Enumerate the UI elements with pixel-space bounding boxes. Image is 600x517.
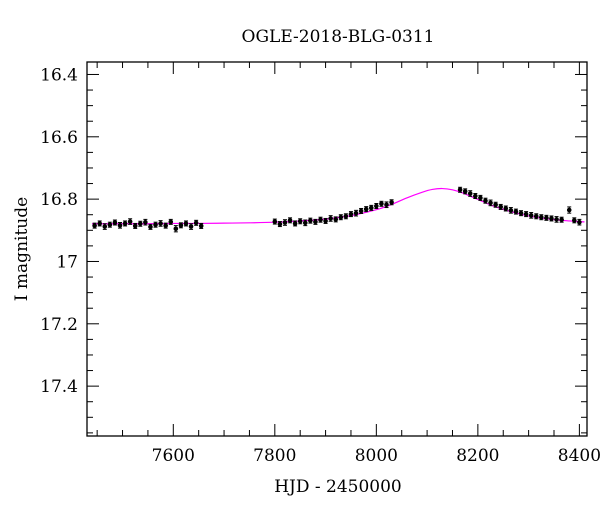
points-layer (92, 186, 582, 233)
data-point (518, 210, 524, 216)
data-point (467, 191, 473, 196)
data-point (368, 205, 374, 211)
data-point (277, 221, 283, 227)
data-point (323, 218, 328, 224)
data-point (178, 223, 184, 228)
data-point (287, 218, 293, 223)
data-point (457, 187, 463, 193)
model-layer (92, 187, 585, 225)
x-tick-label: 8200 (456, 446, 499, 466)
data-point (282, 220, 288, 225)
data-point (508, 208, 514, 213)
data-point (523, 211, 529, 217)
data-point (363, 206, 369, 212)
data-point (493, 202, 498, 208)
data-point (173, 226, 179, 232)
data-point (302, 220, 308, 226)
data-point (528, 213, 534, 218)
data-point (328, 216, 333, 221)
x-tick-label: 8000 (355, 446, 398, 466)
data-point (313, 219, 318, 225)
data-point (488, 200, 493, 206)
data-point (353, 210, 359, 216)
data-point (198, 223, 204, 229)
y-tick-label: 16.8 (40, 190, 78, 210)
y-tick-label: 17.4 (40, 377, 78, 397)
y-tick-label: 17 (56, 252, 78, 272)
data-point (533, 213, 539, 219)
data-point (473, 193, 478, 199)
x-axis-label: HJD - 2450000 (274, 477, 402, 497)
model-curve (92, 187, 585, 225)
data-point (478, 195, 483, 201)
data-point (117, 223, 123, 228)
data-point (539, 214, 544, 220)
ticks-layer (87, 62, 587, 436)
data-point (102, 224, 108, 229)
y-tick-label: 17.2 (40, 315, 78, 335)
data-point (483, 198, 488, 203)
data-point (549, 216, 554, 221)
data-point (163, 223, 168, 228)
data-point (513, 209, 519, 214)
data-point (297, 218, 303, 224)
data-point (143, 219, 148, 225)
data-point (503, 206, 509, 211)
data-point (97, 221, 102, 226)
data-point (318, 217, 323, 223)
data-point (122, 221, 128, 226)
chart-title: OGLE-2018-BLG-0311 (242, 27, 435, 47)
data-point (132, 223, 138, 229)
tick-labels-layer: 7600 7800 8000 8200 8400 16.4 16.6 16.8 17 17.2 17… (40, 65, 600, 466)
data-point (112, 220, 118, 225)
y-axis-label: I magnitude (12, 197, 32, 301)
data-point (348, 211, 354, 217)
data-point (168, 219, 174, 225)
data-point (358, 208, 364, 214)
data-point (559, 217, 564, 223)
data-point (554, 217, 559, 222)
data-point (308, 218, 313, 223)
data-point (92, 223, 97, 228)
data-point (183, 221, 189, 226)
data-point (384, 202, 389, 208)
data-point (272, 219, 278, 224)
x-tick-label: 8400 (558, 446, 600, 466)
data-point (137, 221, 143, 227)
data-point (544, 215, 549, 221)
data-point (498, 204, 504, 210)
x-tick-label: 7800 (253, 446, 296, 466)
data-point (374, 203, 379, 209)
data-point (333, 217, 339, 222)
data-point (292, 221, 298, 226)
data-point (379, 201, 384, 207)
data-point (127, 219, 133, 224)
x-tick-label: 7600 (152, 446, 195, 466)
data-point (577, 219, 582, 225)
data-point (153, 222, 158, 227)
y-tick-label: 16.6 (40, 128, 78, 148)
data-point (572, 218, 577, 223)
data-point (148, 224, 153, 230)
data-point (389, 199, 394, 205)
y-tick-label: 16.4 (40, 65, 78, 85)
data-point (188, 224, 194, 229)
data-point (462, 189, 468, 194)
data-point (338, 214, 344, 220)
data-point (193, 220, 199, 226)
data-point (158, 221, 163, 226)
data-point (343, 213, 349, 219)
data-point (107, 222, 113, 227)
data-point (566, 207, 572, 213)
plot-frame (86, 61, 588, 437)
